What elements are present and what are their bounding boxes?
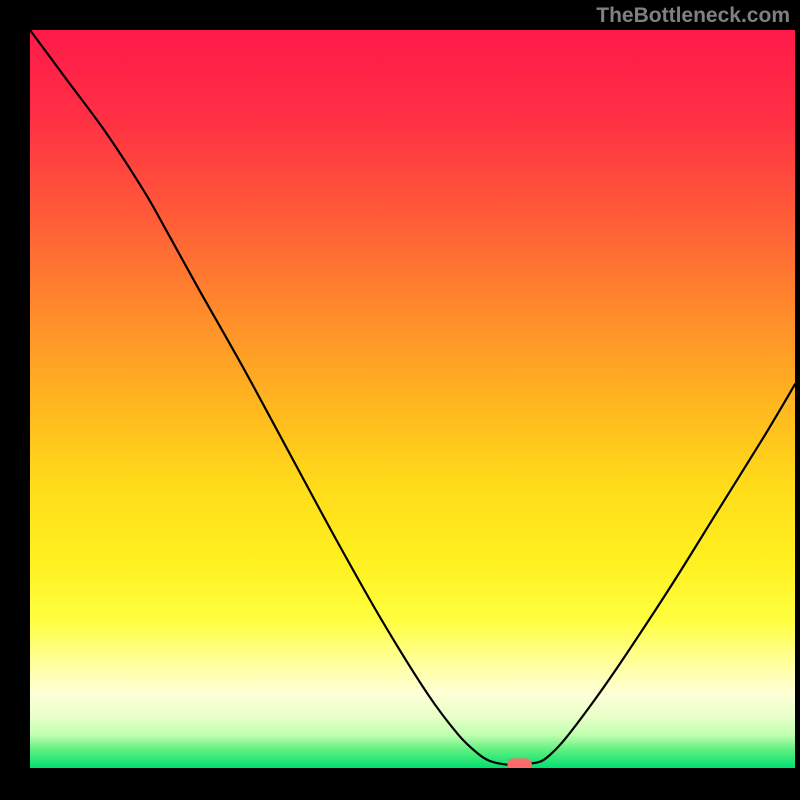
optimal-point-marker [507,758,531,768]
chart-container: TheBottleneck.com [0,0,800,800]
plot-area [30,30,795,768]
watermark-text: TheBottleneck.com [596,4,790,28]
gradient-background [30,30,795,768]
chart-svg [30,30,795,768]
